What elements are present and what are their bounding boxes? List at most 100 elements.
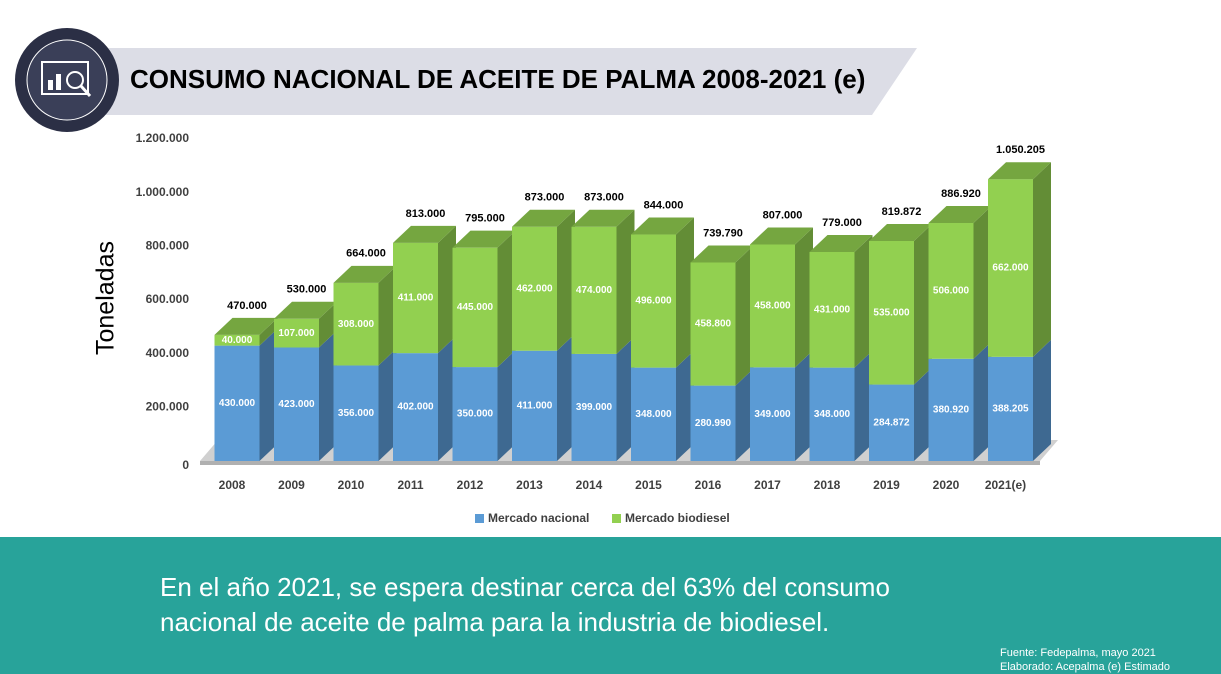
bar-side: [616, 336, 635, 461]
value-label: 411.000: [398, 293, 434, 304]
value-label: 474.000: [576, 285, 613, 296]
x-tick-label: 2017: [754, 478, 781, 492]
icon-bar: [48, 80, 53, 90]
bar-segment: [512, 226, 557, 351]
bar-top: [274, 301, 337, 319]
bar-side: [1033, 339, 1051, 461]
message-band: [0, 537, 1221, 674]
legend-label: Mercado biodiesel: [625, 511, 730, 525]
total-label: 664.000: [346, 248, 386, 260]
x-tick-label: 2009: [278, 478, 305, 492]
value-label: 431.000: [814, 304, 851, 315]
bar-top: [571, 209, 635, 227]
icon-handle: [79, 84, 92, 98]
y-axis-label: Toneladas: [92, 241, 120, 355]
y-tick-label: 600.000: [146, 292, 190, 306]
bar-segment: [690, 385, 736, 461]
bar-segment: [393, 242, 438, 354]
bar-side: [795, 350, 813, 461]
y-tick-label: 0: [182, 458, 189, 472]
value-label: 348.000: [635, 409, 672, 420]
bar-top: [631, 217, 694, 235]
x-tick-label: 2012: [457, 478, 484, 492]
total-label: 470.000: [227, 300, 267, 312]
bar-segment: [750, 244, 795, 368]
bar-segment: [333, 282, 379, 366]
y-tick-label: 800.000: [146, 239, 190, 253]
total-label: 530.000: [287, 284, 327, 296]
x-tick-label: 2015: [635, 478, 662, 492]
bar-side: [854, 234, 873, 368]
x-tick-label: 2018: [814, 478, 841, 492]
source-line: Fuente: Fedepalma, mayo 2021: [1000, 647, 1156, 659]
bar-side: [914, 367, 932, 461]
bar-side: [259, 328, 278, 461]
legend-swatch: [612, 514, 621, 523]
legend-swatch: [475, 514, 484, 523]
total-label: 813.000: [406, 208, 446, 220]
bar-side: [1033, 162, 1051, 357]
bar-top: [869, 224, 932, 242]
x-tick-label: 2013: [516, 478, 543, 492]
value-label: 399.000: [576, 402, 613, 413]
bar-side: [676, 350, 694, 461]
bar-top: [214, 317, 278, 335]
x-tick-label: 2014: [576, 478, 603, 492]
bar-side: [557, 209, 575, 351]
message-line: nacional de aceite de palma para la indu…: [160, 607, 829, 637]
bar-side: [378, 348, 397, 461]
legend-label: Mercado nacional: [488, 511, 589, 525]
total-label: 844.000: [644, 199, 684, 211]
bar-segment: [452, 367, 498, 461]
value-label: 348.000: [814, 409, 851, 420]
bar-side: [616, 209, 635, 354]
bar-top: [452, 230, 516, 248]
bar-segment: [869, 241, 914, 385]
bar-segment: [214, 334, 260, 346]
bar-top: [750, 227, 813, 245]
value-label: 350.000: [457, 409, 494, 420]
bar-segment: [988, 179, 1033, 357]
value-label: 462.000: [516, 283, 553, 294]
bar-segment: [631, 234, 676, 368]
bar-side: [914, 224, 932, 385]
total-label: 1.050.205: [996, 144, 1045, 156]
y-tick-label: 1.000.000: [136, 185, 190, 199]
bar-side: [795, 227, 813, 368]
bar-side: [378, 265, 397, 366]
bar-side: [557, 333, 575, 461]
bar-segment: [750, 367, 795, 461]
total-label: 807.000: [763, 209, 803, 221]
y-tick-label: 200.000: [146, 400, 190, 414]
bar-top: [393, 225, 456, 243]
x-tick-label: 2016: [695, 478, 722, 492]
x-tick-label: 2021(e): [985, 478, 1026, 492]
icon-board: [41, 61, 89, 95]
bar-side: [319, 330, 337, 461]
bar-segment: [274, 347, 319, 461]
bar-top: [809, 234, 873, 252]
value-label: 423.000: [278, 399, 315, 410]
floor-edge: [200, 461, 1040, 465]
bar-segment: [571, 353, 617, 461]
bar-segment: [928, 223, 974, 359]
bar-segment: [988, 356, 1033, 461]
value-label: 107.000: [278, 328, 315, 339]
bar-top: [988, 162, 1051, 180]
bar-segment: [571, 226, 617, 354]
bar-segment: [512, 350, 557, 461]
bar-side: [319, 301, 337, 348]
x-tick-label: 2020: [933, 478, 960, 492]
icon-lens: [66, 71, 84, 89]
value-label: 388.205: [992, 404, 1029, 415]
value-label: 430.000: [219, 398, 256, 409]
bar-side: [259, 317, 278, 346]
slide-title: CONSUMO NACIONAL DE ACEITE DE PALMA 2008…: [130, 64, 865, 94]
total-label: 795.000: [465, 213, 505, 225]
value-label: 284.872: [873, 417, 910, 428]
x-tick-label: 2019: [873, 478, 900, 492]
bar-segment: [869, 384, 914, 461]
bar-side: [735, 245, 754, 386]
